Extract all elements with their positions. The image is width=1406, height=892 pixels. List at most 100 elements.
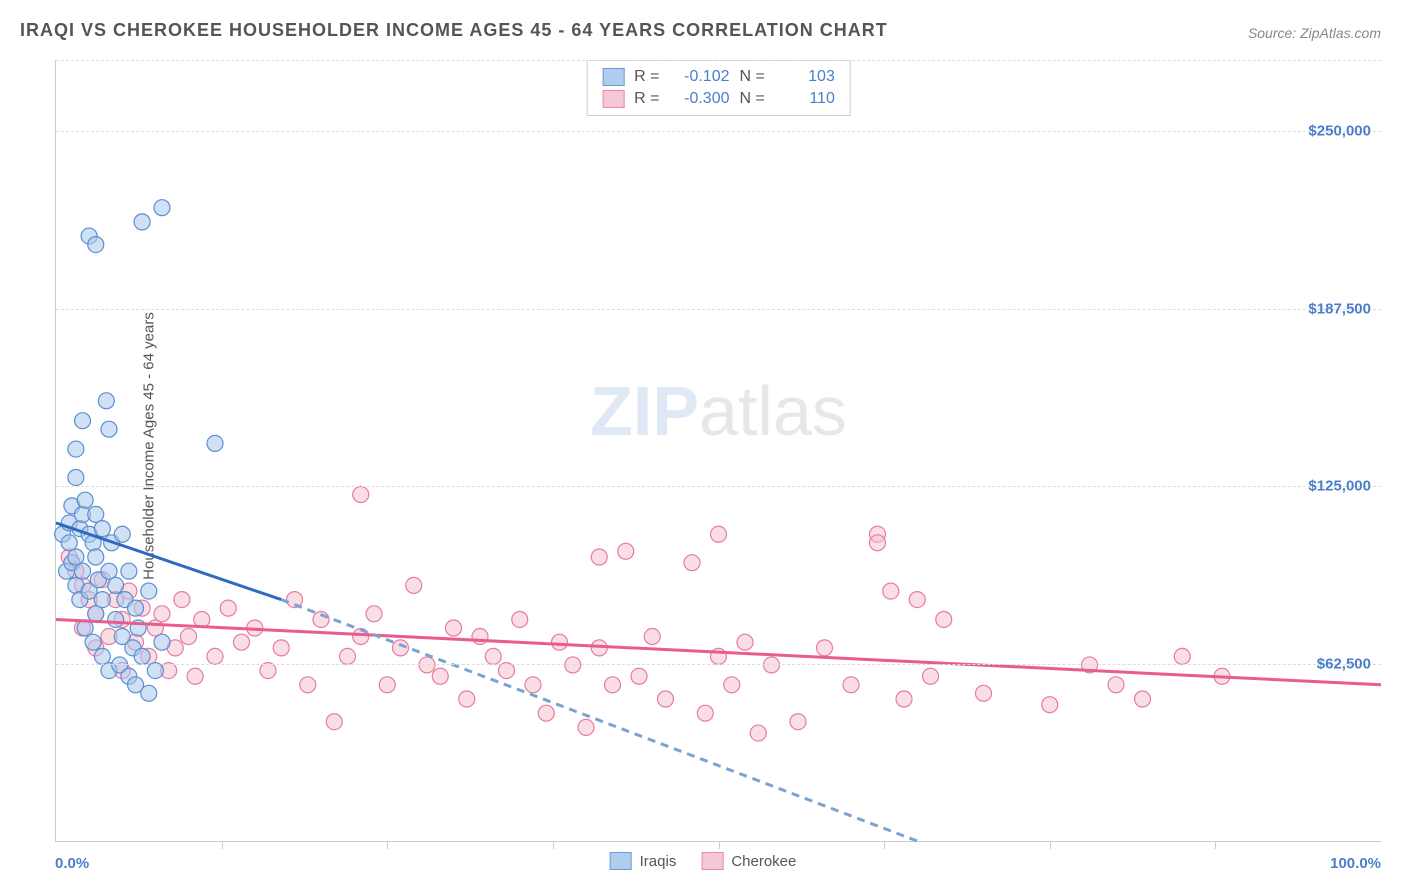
- cherokee-point: [326, 714, 342, 730]
- iraqis-point: [121, 563, 137, 579]
- cherokee-point: [485, 648, 501, 664]
- cherokee-point: [525, 677, 541, 693]
- cherokee-point: [764, 657, 780, 673]
- gridline: [56, 664, 1381, 665]
- iraqis-point: [88, 237, 104, 253]
- cherokee-point: [154, 606, 170, 622]
- cherokee-point: [1174, 648, 1190, 664]
- iraqis-point: [134, 648, 150, 664]
- iraqis-point: [114, 526, 130, 542]
- iraqis-point: [98, 393, 114, 409]
- gridline: [56, 60, 1381, 61]
- cherokee-point: [909, 592, 925, 608]
- iraqis-point: [207, 435, 223, 451]
- cherokee-point: [174, 592, 190, 608]
- trend-line: [281, 600, 917, 841]
- x-tick: [884, 841, 885, 849]
- source-attribution: Source: ZipAtlas.com: [1248, 25, 1381, 41]
- legend-item-cherokee: Cherokee: [701, 852, 796, 870]
- legend-item-iraqis: Iraqis: [610, 852, 677, 870]
- x-tick: [387, 841, 388, 849]
- iraqis-point: [61, 535, 77, 551]
- cherokee-point: [883, 583, 899, 599]
- gridline: [56, 486, 1381, 487]
- chart-title: IRAQI VS CHEROKEE HOUSEHOLDER INCOME AGE…: [20, 20, 888, 41]
- cherokee-point: [340, 648, 356, 664]
- cherokee-point: [552, 634, 568, 650]
- cherokee-point: [406, 577, 422, 593]
- cherokee-point: [724, 677, 740, 693]
- iraqis-point: [68, 549, 84, 565]
- cherokee-point: [896, 691, 912, 707]
- cherokee-point: [1135, 691, 1151, 707]
- cherokee-point: [234, 634, 250, 650]
- iraqis-point: [88, 506, 104, 522]
- swatch-iraqis-icon: [610, 852, 632, 870]
- cherokee-point: [220, 600, 236, 616]
- cherokee-point: [578, 719, 594, 735]
- cherokee-point: [181, 629, 197, 645]
- cherokee-point: [366, 606, 382, 622]
- y-tick-label: $62,500: [1317, 655, 1371, 672]
- x-tick: [1050, 841, 1051, 849]
- iraqis-point: [75, 413, 91, 429]
- iraqis-point: [77, 492, 93, 508]
- series-legend: Iraqis Cherokee: [610, 852, 797, 870]
- legend-label-iraqis: Iraqis: [640, 853, 677, 870]
- cherokee-point: [1042, 697, 1058, 713]
- x-tick: [719, 841, 720, 849]
- cherokee-point: [273, 640, 289, 656]
- cherokee-point: [300, 677, 316, 693]
- cherokee-point: [512, 611, 528, 627]
- iraqis-point: [141, 685, 157, 701]
- cherokee-point: [790, 714, 806, 730]
- cherokee-point: [207, 648, 223, 664]
- iraqis-point: [88, 606, 104, 622]
- cherokee-point: [644, 629, 660, 645]
- cherokee-point: [936, 611, 952, 627]
- iraqis-point: [154, 200, 170, 216]
- gridline: [56, 131, 1381, 132]
- iraqis-point: [94, 521, 110, 537]
- chart-container: IRAQI VS CHEROKEE HOUSEHOLDER INCOME AGE…: [0, 0, 1406, 892]
- swatch-cherokee-icon: [701, 852, 723, 870]
- cherokee-point: [187, 668, 203, 684]
- cherokee-point: [631, 668, 647, 684]
- iraqis-point: [94, 648, 110, 664]
- iraqis-point: [88, 549, 104, 565]
- iraqis-point: [94, 592, 110, 608]
- iraqis-point: [134, 214, 150, 230]
- cherokee-point: [711, 526, 727, 542]
- cherokee-point: [605, 677, 621, 693]
- x-tick: [1215, 841, 1216, 849]
- cherokee-point: [618, 543, 634, 559]
- cherokee-point: [446, 620, 462, 636]
- legend-label-cherokee: Cherokee: [731, 853, 796, 870]
- cherokee-point: [684, 555, 700, 571]
- x-tick: [553, 841, 554, 849]
- cherokee-point: [658, 691, 674, 707]
- y-tick-label: $125,000: [1308, 478, 1371, 495]
- cherokee-point: [976, 685, 992, 701]
- cherokee-point: [260, 663, 276, 679]
- y-tick-label: $187,500: [1308, 300, 1371, 317]
- x-tick: [222, 841, 223, 849]
- y-tick-label: $250,000: [1308, 123, 1371, 140]
- iraqis-point: [68, 441, 84, 457]
- x-axis-max-label: 100.0%: [1330, 855, 1381, 872]
- plot-area: R = -0.102 N = 103 R = -0.300 N = 110 ZI…: [55, 60, 1381, 842]
- iraqis-point: [108, 577, 124, 593]
- cherokee-point: [923, 668, 939, 684]
- cherokee-point: [1108, 677, 1124, 693]
- iraqis-point: [147, 663, 163, 679]
- iraqis-point: [108, 611, 124, 627]
- cherokee-point: [870, 535, 886, 551]
- cherokee-point: [147, 620, 163, 636]
- cherokee-point: [817, 640, 833, 656]
- gridline: [56, 309, 1381, 310]
- iraqis-point: [85, 634, 101, 650]
- cherokee-point: [353, 487, 369, 503]
- cherokee-point: [737, 634, 753, 650]
- scatter-svg: [56, 60, 1381, 841]
- cherokee-point: [379, 677, 395, 693]
